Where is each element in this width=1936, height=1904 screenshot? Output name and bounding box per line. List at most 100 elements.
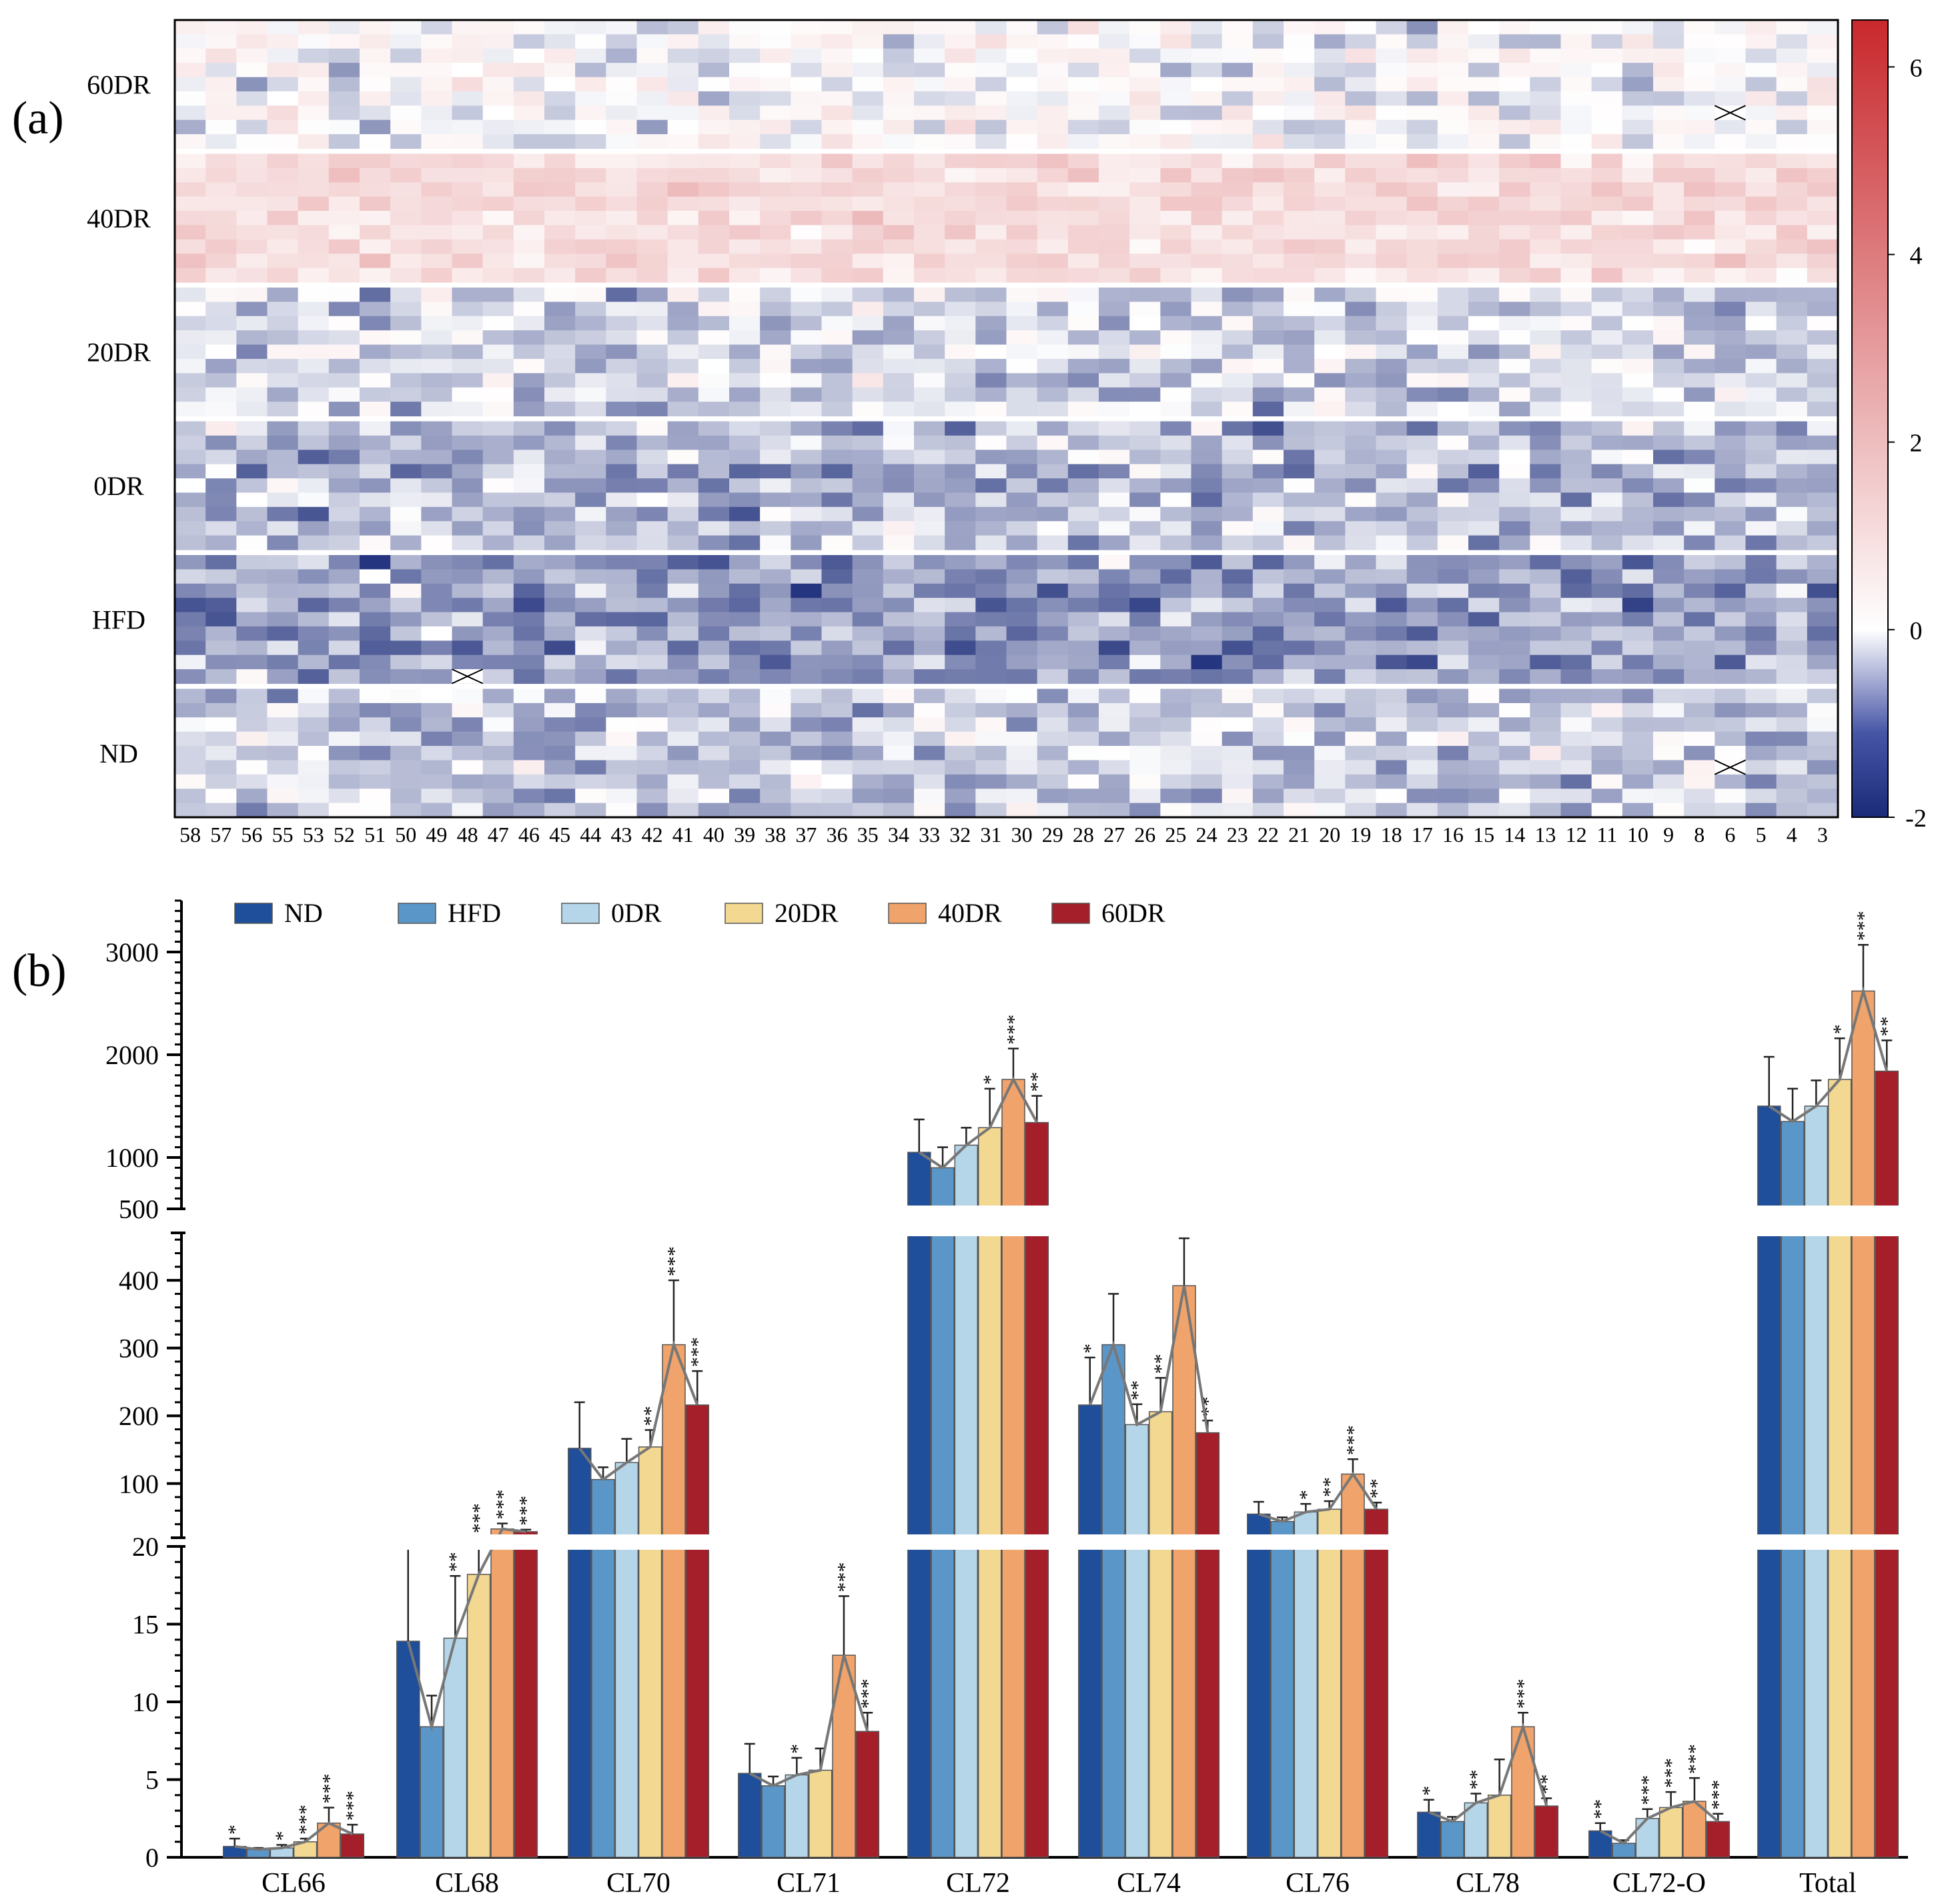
heatmap-cell [1037, 119, 1069, 135]
trend-line [1258, 1471, 1378, 1523]
heatmap-cell [328, 402, 360, 417]
heatmap-cell [821, 48, 853, 63]
heatmap-cell [1284, 358, 1315, 374]
heatmap-cell [1099, 91, 1130, 106]
heatmap-cell [575, 654, 606, 670]
heatmap-cell [1129, 803, 1161, 818]
heatmap-cell [791, 626, 823, 641]
colorbar-tick-label: 2 [1910, 430, 1923, 458]
heatmap-cell [1437, 492, 1469, 508]
heatmap-cell [298, 506, 330, 522]
heatmap-cell [1160, 330, 1192, 346]
significance-mark: *** [1684, 1744, 1706, 1774]
heatmap-cell [267, 330, 299, 346]
heatmap-cell [883, 435, 915, 450]
heatmap-cell [482, 330, 514, 346]
x-tick-label: Total [1799, 1868, 1857, 1899]
heatmap-cell [1006, 717, 1038, 733]
heatmap-cell [328, 153, 360, 169]
heatmap-cell [1006, 626, 1038, 641]
heatmap-cell [513, 612, 545, 627]
heatmap-cell [883, 492, 915, 508]
heatmap-cell [1037, 330, 1069, 346]
heatmap-cell [1406, 387, 1438, 402]
heatmap-cell [1715, 583, 1747, 598]
heatmap-cell [1776, 435, 1808, 450]
heatmap-cell [1684, 450, 1715, 465]
heatmap-cell [1222, 91, 1254, 106]
heatmap-cell [1684, 555, 1715, 570]
heatmap-cell [1037, 225, 1069, 240]
heatmap-cell [390, 211, 422, 226]
heatmap-cell [975, 435, 1007, 450]
heatmap-cell [1037, 598, 1069, 613]
heatmap-cell [1037, 702, 1069, 718]
heatmap-cell [636, 640, 668, 656]
heatmap-cell [698, 569, 730, 584]
heatmap-cell [1222, 688, 1254, 704]
heatmap-column-label: 39 [734, 823, 755, 847]
heatmap-cell [1591, 134, 1623, 149]
heatmap-cell [1807, 288, 1839, 302]
heatmap-cell [1591, 77, 1623, 92]
heatmap-cell [175, 521, 206, 536]
heatmap-cell [1067, 182, 1099, 197]
heatmap-cell [975, 239, 1007, 254]
heatmap-cell [236, 302, 268, 317]
heatmap-cell [1406, 583, 1438, 598]
heatmap-cell [513, 760, 545, 775]
heatmap-cell [821, 77, 853, 92]
heatmap-cell [421, 20, 453, 35]
heatmap-cell [1252, 268, 1284, 283]
heatmap-cell [1560, 478, 1592, 494]
heatmap-cell [236, 239, 268, 254]
heatmap-cell [945, 63, 976, 78]
heatmap-cell [636, 435, 668, 450]
heatmap-cell [729, 268, 761, 283]
heatmap-cell [1622, 119, 1654, 135]
heatmap-cell [760, 555, 791, 570]
heatmap-cell [1530, 506, 1562, 522]
bar [1364, 1508, 1389, 1538]
heatmap-cell [1437, 478, 1469, 494]
bar [1440, 1821, 1464, 1858]
heatmap-cell [975, 402, 1007, 417]
heatmap-cell [1591, 225, 1623, 240]
heatmap-cell [544, 803, 576, 818]
heatmap-cell [1499, 654, 1530, 670]
y-tick-label: 2000 [105, 1040, 159, 1070]
bar [1294, 1546, 1318, 1858]
heatmap-cell [267, 239, 299, 254]
heatmap-cell [1160, 153, 1192, 169]
heatmap-cell [205, 746, 237, 761]
heatmap-cell [1222, 421, 1254, 436]
heatmap-cell [1160, 717, 1192, 733]
heatmap-column-label: 35 [857, 823, 879, 847]
heatmap-cell [298, 288, 330, 302]
heatmap-column-label: 31 [980, 823, 1001, 847]
heatmap-cell [1776, 583, 1808, 598]
heatmap-cell [945, 717, 976, 733]
heatmap-cell [1160, 598, 1192, 613]
heatmap-cell [1191, 182, 1223, 197]
heatmap-cell [698, 316, 730, 331]
bar [1612, 1843, 1636, 1858]
heatmap-cell [482, 20, 514, 35]
heatmap-cell [1530, 373, 1562, 388]
heatmap-cell [1530, 731, 1562, 747]
heatmap-cell [791, 225, 823, 240]
heatmap-cell [1314, 330, 1346, 346]
heatmap-cell [852, 268, 884, 283]
heatmap-cell [975, 20, 1007, 35]
heatmap-cell [821, 330, 853, 346]
bar [1827, 1232, 1852, 1538]
heatmap-cell [482, 119, 514, 135]
heatmap-cell [1437, 774, 1469, 789]
heatmap-cell [1745, 717, 1777, 733]
heatmap-cell [1745, 119, 1777, 135]
heatmap-cell [267, 302, 299, 317]
heatmap-cell [698, 598, 730, 613]
heatmap-cell [390, 506, 422, 522]
heatmap-cell [852, 760, 884, 775]
heatmap-cell [1499, 91, 1530, 106]
